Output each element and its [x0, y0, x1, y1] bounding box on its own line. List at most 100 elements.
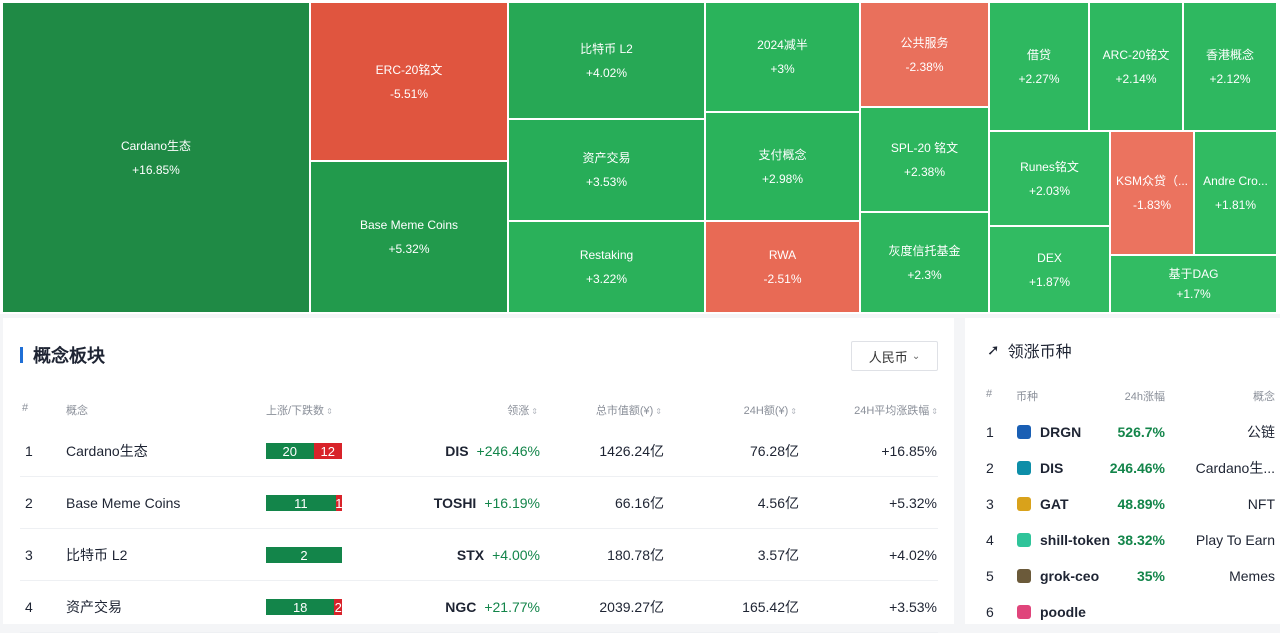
- leader-concept[interactable]: Play To Earn: [1195, 532, 1275, 548]
- header-avg[interactable]: 24H平均涨跌幅 ⇕: [854, 402, 938, 418]
- up-count: 20: [266, 443, 314, 459]
- header-lead[interactable]: 领涨 ⇕: [507, 402, 538, 418]
- treemap-cell-pct: +1.87%: [1028, 274, 1071, 289]
- treemap-cell-lending[interactable]: 借贷 +2.27%: [989, 2, 1089, 131]
- leader-concept[interactable]: [1165, 594, 1275, 630]
- treemap-cell-name: Runes铭文: [1020, 159, 1079, 174]
- lead-coin[interactable]: TOSHI +16.19%: [434, 477, 540, 529]
- header-updown-label: 上涨/下跌数: [266, 405, 325, 417]
- leaders-header-change: 24h涨幅: [1124, 391, 1165, 403]
- treemap-cell-runes[interactable]: Runes铭文 +2.03%: [989, 131, 1110, 226]
- treemap-cell-ksm[interactable]: KSM众贷（... -1.83%: [1110, 131, 1194, 255]
- leader-symbol[interactable]: DIS: [1040, 460, 1064, 476]
- header-mcap[interactable]: 总市值额(¥) ⇕: [596, 402, 662, 418]
- leader-concept[interactable]: Cardano生...: [1195, 460, 1275, 476]
- row-concept-name[interactable]: Base Meme Coins: [66, 495, 181, 511]
- header-concept: 概念: [66, 405, 88, 417]
- avg-change: +3.53%: [889, 599, 937, 615]
- leader-symbol[interactable]: shill-token: [1040, 532, 1111, 548]
- leader-symbol[interactable]: GAT: [1040, 496, 1069, 512]
- volume-24h: 76.28亿: [749, 443, 799, 459]
- treemap-cell-halving[interactable]: 2024减半 +3%: [705, 2, 860, 112]
- table-row[interactable]: 1 Cardano生态 20 12 DIS +246.46% 1426.24亿 7…: [20, 425, 938, 477]
- treemap-cell-payment[interactable]: 支付概念 +2.98%: [705, 112, 860, 221]
- leader-change: 526.7%: [1117, 424, 1165, 440]
- table-row[interactable]: 2 Base Meme Coins 11 1 TOSHI +16.19% 66.1…: [20, 477, 938, 529]
- leader-concept[interactable]: NFT: [1247, 496, 1275, 512]
- treemap-cell-name: 灰度信托基金: [888, 243, 961, 258]
- avg-change: +16.85%: [881, 443, 937, 459]
- volume-24h: 4.56亿: [757, 495, 799, 511]
- header-lead-label: 领涨: [507, 405, 530, 417]
- treemap-cell-asset-trading[interactable]: 资产交易 +3.53%: [508, 119, 705, 221]
- row-concept-name[interactable]: 比特币 L2: [66, 547, 128, 563]
- market-cap: 180.78亿: [607, 547, 664, 563]
- leader-symbol[interactable]: DRGN: [1040, 424, 1082, 440]
- header-vol[interactable]: 24H额(¥) ⇕: [744, 402, 797, 418]
- treemap-cell-erc20[interactable]: ERC-20铭文 -5.51%: [310, 2, 508, 161]
- leader-concept[interactable]: Memes: [1229, 568, 1275, 584]
- lead-symbol: NGC: [445, 599, 477, 615]
- table-row[interactable]: 4 资产交易 18 2 NGC +21.77% 2039.27亿 165.42亿 …: [20, 581, 938, 633]
- leader-row[interactable]: 1 DRGN 526.7% 公链: [965, 414, 1280, 450]
- down-count: 12: [313, 443, 342, 459]
- treemap-cell-dag[interactable]: 基于DAG +1.7%: [1110, 255, 1277, 313]
- down-count: 1: [335, 495, 343, 511]
- leader-row[interactable]: 6 poodle: [965, 594, 1280, 630]
- sort-icon: ⇕: [790, 407, 797, 416]
- leader-concept[interactable]: 公链: [1247, 424, 1275, 440]
- leader-row[interactable]: 5 grok-ceo 35% Memes: [965, 558, 1280, 594]
- treemap-cell-btc-l2[interactable]: 比特币 L2 +4.02%: [508, 2, 705, 119]
- lead-coin[interactable]: NGC +21.77%: [445, 581, 540, 633]
- title-accent-bar: [20, 347, 23, 363]
- leaders-panel: ➚ 领涨币种 # 币种 24h涨幅 概念 1 DRGN 526.7% 公链 2 …: [965, 318, 1280, 624]
- sort-icon: ⇕: [931, 407, 938, 416]
- leader-symbol[interactable]: poodle: [1040, 604, 1086, 620]
- currency-select[interactable]: 人民币 ⌄: [851, 341, 938, 371]
- treemap-cell-pct: +3.53%: [585, 175, 628, 189]
- row-concept-name[interactable]: 资产交易: [66, 599, 122, 615]
- treemap-cell-name: ARC-20铭文: [1102, 47, 1170, 62]
- leader-symbol[interactable]: grok-ceo: [1040, 568, 1100, 584]
- header-updown[interactable]: 上涨/下跌数 ⇕: [266, 402, 333, 418]
- leader-row[interactable]: 3 GAT 48.89% NFT: [965, 486, 1280, 522]
- treemap-cell-spl20[interactable]: SPL-20 铭文 +2.38%: [860, 107, 989, 212]
- treemap-cell-name: SPL-20 铭文: [890, 140, 959, 155]
- currency-select-label: 人民币: [868, 349, 908, 365]
- header-avg-label: 24H平均涨跌幅: [854, 405, 930, 417]
- treemap-cell-name: Cardano生态: [120, 138, 192, 153]
- leader-index: 2: [986, 460, 994, 476]
- treemap-cell-name: 基于DAG: [1168, 267, 1219, 281]
- lead-coin[interactable]: STX +4.00%: [457, 529, 540, 581]
- treemap-cell-pct: -2.51%: [763, 272, 802, 286]
- treemap-cell-andre-cronje[interactable]: Andre Cro... +1.81%: [1194, 131, 1277, 255]
- lead-pct: +4.00%: [492, 547, 540, 563]
- treemap-cell-pct: +3%: [770, 62, 795, 76]
- row-index: 4: [25, 599, 33, 615]
- treemap-cell-cardano[interactable]: Cardano生态 +16.85%: [2, 2, 310, 313]
- row-concept-name[interactable]: Cardano生态: [66, 443, 148, 459]
- coin-logo-icon: [1017, 425, 1031, 439]
- leaders-title: ➚ 领涨币种: [987, 338, 1072, 362]
- treemap-cell-rwa[interactable]: RWA -2.51%: [705, 221, 860, 313]
- treemap-cell-restaking[interactable]: Restaking +3.22%: [508, 221, 705, 313]
- chevron-down-icon: ⌄: [911, 350, 921, 362]
- table-row[interactable]: 3 比特币 L2 2 STX +4.00% 180.78亿 3.57亿 +4.02…: [20, 529, 938, 581]
- leader-index: 3: [986, 496, 994, 512]
- lead-symbol: TOSHI: [433, 495, 477, 511]
- treemap-cell-dex[interactable]: DEX +1.87%: [989, 226, 1110, 313]
- treemap-cell-name: 支付概念: [758, 147, 807, 162]
- lead-coin[interactable]: DIS +246.46%: [445, 425, 540, 477]
- leader-row[interactable]: 2 DIS 246.46% Cardano生...: [965, 450, 1280, 486]
- treemap-cell-arc20[interactable]: ARC-20铭文 +2.14%: [1089, 2, 1183, 131]
- treemap-cell-base-meme[interactable]: Base Meme Coins +5.32%: [310, 161, 508, 313]
- avg-change: +5.32%: [889, 495, 937, 511]
- treemap-cell-pct: +4.02%: [585, 65, 628, 80]
- treemap-cell-hongkong[interactable]: 香港概念 +2.12%: [1183, 2, 1277, 131]
- treemap-cell-public-service[interactable]: 公共服务 -2.38%: [860, 2, 989, 107]
- treemap-cell-grayscale[interactable]: 灰度信托基金 +2.3%: [860, 212, 989, 313]
- leader-change: 35%: [1136, 568, 1165, 584]
- up-count: 11: [266, 495, 336, 511]
- coin-logo-icon: [1017, 533, 1031, 547]
- leader-row[interactable]: 4 shill-token 38.32% Play To Earn: [965, 522, 1280, 558]
